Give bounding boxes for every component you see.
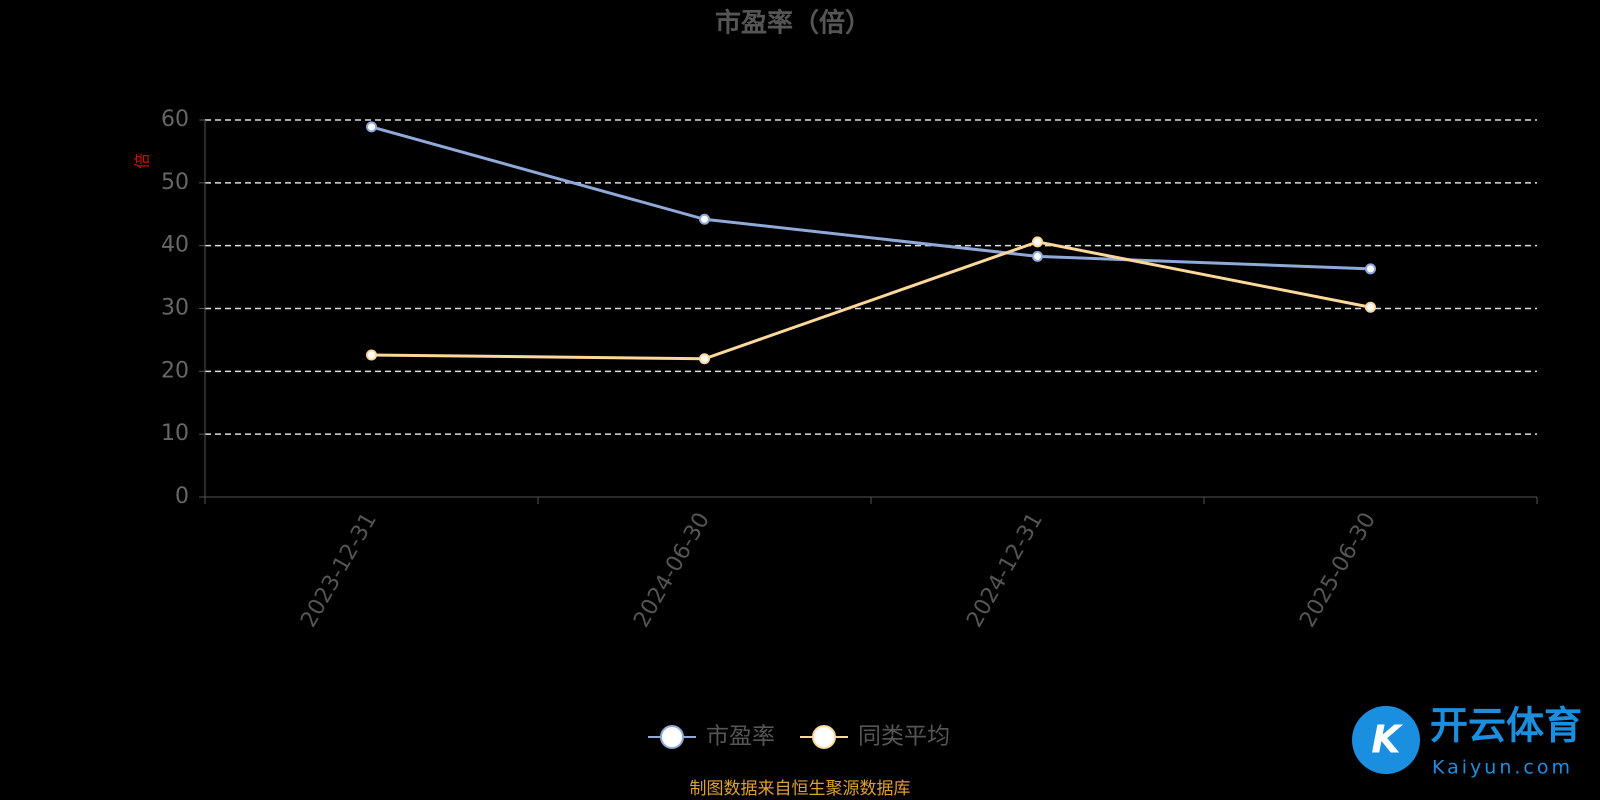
data-point — [366, 349, 377, 361]
legend-label: 同类平均 — [858, 724, 950, 750]
data-point — [366, 121, 377, 133]
data-point — [1032, 250, 1043, 262]
y-tick-label: 60 — [161, 107, 189, 132]
logo-icon — [1352, 706, 1420, 774]
data-point — [1365, 263, 1376, 275]
watermark-brand: 开云体育 — [1430, 704, 1582, 748]
legend-marker — [812, 725, 836, 749]
watermark-site: Kaiyun.com — [1432, 757, 1573, 779]
data-point — [699, 353, 710, 365]
legend-item: 同类平均 — [800, 724, 950, 750]
data-point — [1032, 236, 1043, 248]
y-tick-label: 10 — [161, 421, 189, 446]
logo-letter: K — [1371, 718, 1403, 762]
y-tick-label: 0 — [175, 484, 189, 509]
series-line — [371, 125, 1371, 271]
y-tick-label: 20 — [161, 358, 189, 383]
legend-marker — [660, 725, 684, 749]
data-point — [1365, 301, 1376, 313]
y-tick-label: 50 — [161, 170, 189, 195]
data-point — [699, 213, 710, 225]
legend-label: 市盈率 — [706, 724, 775, 750]
y-tick-label: 40 — [161, 233, 189, 258]
y-tick-label: 30 — [161, 296, 189, 321]
y-axis-label: 倍 — [133, 153, 152, 169]
watermark: K 开云体育 Kaiyun.com — [1352, 704, 1582, 779]
series-line — [371, 240, 1371, 361]
chart-title: 市盈率（倍） — [715, 8, 871, 39]
legend-item: 市盈率 — [648, 724, 775, 750]
source-note: 制图数据来自恒生聚源数据库 — [690, 779, 911, 799]
